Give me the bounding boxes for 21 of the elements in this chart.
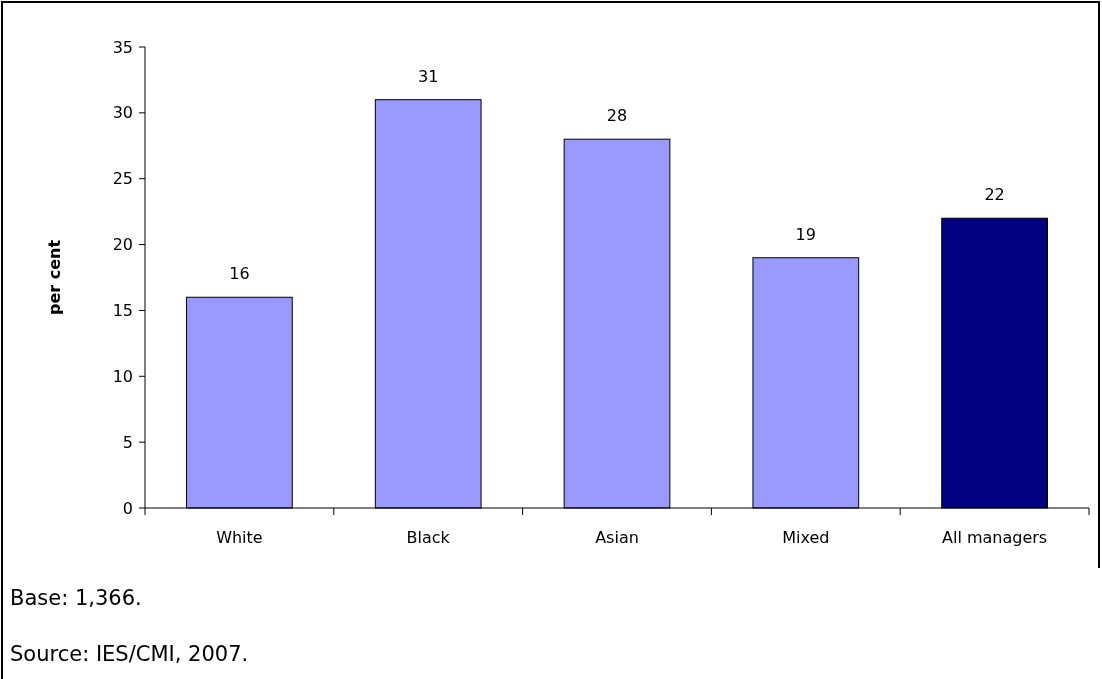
data-label: 19: [795, 224, 816, 244]
y-tick-label: 30: [112, 103, 133, 123]
y-tick-label: 15: [112, 301, 133, 321]
x-tick-label: All managers: [942, 528, 1048, 547]
source-note: Source: IES/CMI, 2007.: [10, 642, 249, 666]
y-tick-label: 25: [112, 169, 133, 189]
x-tick-label: Mixed: [782, 528, 830, 547]
text: Base: 1,366.: [10, 586, 142, 610]
y-tick-label: 10: [112, 366, 133, 386]
y-tick-label: 35: [112, 37, 133, 57]
data-label: 31: [418, 66, 439, 86]
y-axis-title: per cent: [45, 239, 64, 316]
y-tick-label: 0: [122, 498, 133, 518]
y-tick-label: 5: [122, 432, 133, 452]
data-label: 16: [229, 264, 250, 284]
data-label: 22: [984, 185, 1005, 205]
x-tick-label: White: [216, 528, 263, 547]
x-tick-label: Black: [406, 528, 451, 547]
data-label: 28: [606, 106, 628, 126]
y-tick-label: 20: [112, 235, 133, 255]
x-tick-label: Asian: [595, 528, 639, 547]
